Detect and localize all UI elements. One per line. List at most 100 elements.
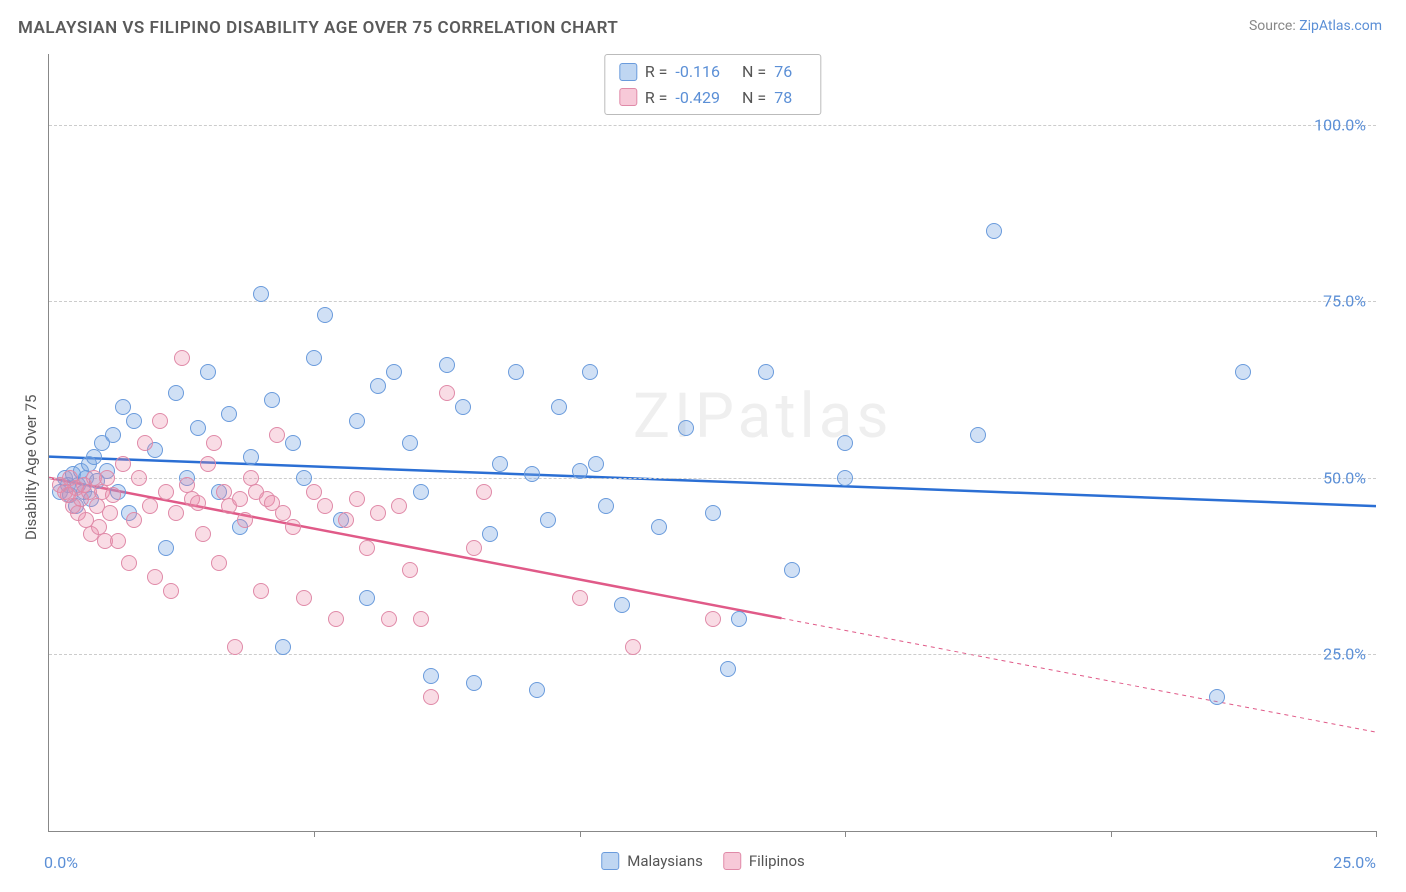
scatter-point (572, 463, 588, 479)
scatter-point (115, 456, 131, 472)
stats-row-series-1: R = -0.429 N = 78 (619, 85, 806, 111)
x-tick-mark (314, 831, 315, 837)
scatter-point (232, 491, 248, 507)
scatter-point (142, 498, 158, 514)
scatter-point (152, 413, 168, 429)
scatter-point (296, 590, 312, 606)
scatter-point (391, 498, 407, 514)
scatter-point (174, 350, 190, 366)
scatter-point (264, 392, 280, 408)
scatter-point (237, 512, 253, 528)
scatter-point (243, 449, 259, 465)
scatter-point (158, 540, 174, 556)
scatter-point (137, 435, 153, 451)
scatter-point (121, 555, 137, 571)
legend-label-0: Malaysians (627, 852, 703, 870)
swatch-series-1 (619, 88, 637, 106)
scatter-point (423, 689, 439, 705)
scatter-point (338, 512, 354, 528)
watermark: ZIPatlas (633, 380, 893, 453)
n-value-series-1: 78 (774, 85, 792, 111)
r-label: R = (645, 59, 668, 85)
scatter-point (306, 350, 322, 366)
stats-row-series-0: R = -0.116 N = 76 (619, 59, 806, 85)
scatter-point (598, 498, 614, 514)
scatter-point (529, 682, 545, 698)
scatter-point (328, 611, 344, 627)
scatter-point (551, 399, 567, 415)
scatter-point (508, 364, 524, 380)
x-tick-mark (580, 831, 581, 837)
scatter-point (439, 357, 455, 373)
scatter-point (370, 378, 386, 394)
scatter-point (105, 487, 121, 503)
scatter-point (572, 590, 588, 606)
scatter-point (275, 505, 291, 521)
scatter-point (131, 470, 147, 486)
y-tick-label: 25.0% (1323, 645, 1366, 664)
scatter-point (423, 668, 439, 684)
scatter-point (158, 484, 174, 500)
scatter-point (221, 406, 237, 422)
scatter-point (163, 583, 179, 599)
legend-swatch-0 (601, 852, 619, 870)
scatter-point (200, 364, 216, 380)
scatter-point (837, 470, 853, 486)
scatter-point (253, 583, 269, 599)
scatter-point (986, 223, 1002, 239)
legend-item-1: Filipinos (723, 852, 805, 870)
swatch-series-0 (619, 63, 637, 81)
legend-item-0: Malaysians (601, 852, 703, 870)
trend-lines-layer (49, 54, 1376, 831)
scatter-point (359, 540, 375, 556)
scatter-point (211, 555, 227, 571)
source-link[interactable]: ZipAtlas.com (1299, 18, 1382, 34)
scatter-point (482, 526, 498, 542)
legend-swatch-1 (723, 852, 741, 870)
scatter-point (402, 562, 418, 578)
x-tick-mark (1111, 831, 1112, 837)
scatter-point (678, 420, 694, 436)
scatter-point (227, 639, 243, 655)
legend-label-1: Filipinos (749, 852, 805, 870)
scatter-point (317, 498, 333, 514)
n-label: N = (742, 59, 766, 85)
scatter-point (200, 456, 216, 472)
scatter-point (306, 484, 322, 500)
n-label: N = (742, 85, 766, 111)
scatter-point (349, 491, 365, 507)
scatter-point (837, 435, 853, 451)
scatter-point (190, 420, 206, 436)
scatter-point (99, 470, 115, 486)
scatter-point (168, 505, 184, 521)
gridline (49, 125, 1376, 126)
scatter-point (731, 611, 747, 627)
scatter-point (1235, 364, 1251, 380)
scatter-point (455, 399, 471, 415)
x-tick-mark (1376, 831, 1377, 837)
scatter-point (466, 675, 482, 691)
source-attribution: Source: ZipAtlas.com (1249, 18, 1382, 34)
y-tick-label: 100.0% (1314, 115, 1366, 134)
scatter-point (105, 427, 121, 443)
scatter-point (413, 484, 429, 500)
scatter-point (296, 470, 312, 486)
x-axis-max-label: 25.0% (1333, 853, 1376, 872)
y-tick-label: 75.0% (1323, 292, 1366, 311)
scatter-point (126, 413, 142, 429)
legend: Malaysians Filipinos (601, 852, 805, 870)
scatter-point (349, 413, 365, 429)
correlation-stats-box: R = -0.116 N = 76 R = -0.429 N = 78 (604, 54, 821, 115)
scatter-point (370, 505, 386, 521)
scatter-point (705, 611, 721, 627)
scatter-point (285, 435, 301, 451)
y-tick-label: 50.0% (1323, 468, 1366, 487)
scatter-point (540, 512, 556, 528)
scatter-point (253, 286, 269, 302)
scatter-point (269, 427, 285, 443)
scatter-point (285, 519, 301, 535)
scatter-point (115, 399, 131, 415)
scatter-point (381, 611, 397, 627)
scatter-point (168, 385, 184, 401)
scatter-point (206, 435, 222, 451)
